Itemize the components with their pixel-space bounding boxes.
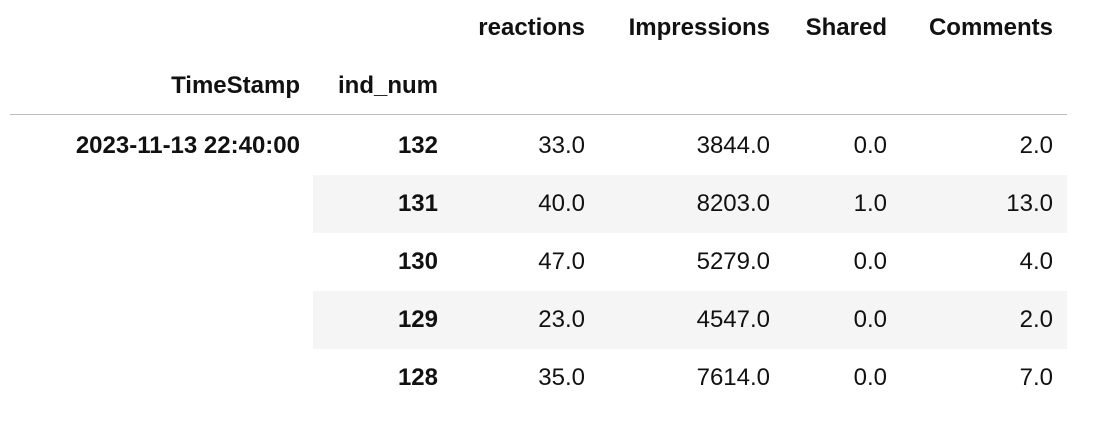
table-cell: 4547.0 (696, 306, 770, 333)
table-cell: 7614.0 (696, 364, 770, 391)
table-cell: 0.0 (853, 132, 887, 159)
row-stripe (313, 291, 1067, 349)
column-header: Comments (928, 14, 1053, 41)
index-name: TimeStamp (171, 72, 300, 99)
column-header: Impressions (628, 14, 770, 41)
table-cell: 7.0 (1019, 364, 1053, 391)
row-index: 130 (397, 248, 438, 275)
row-index: 129 (397, 306, 438, 333)
index-name: ind_num (338, 72, 438, 99)
table-cell: 3844.0 (696, 132, 770, 159)
timestamp-index: 2023-11-13 22:40:00 (75, 132, 300, 159)
row-index: 131 (397, 190, 438, 217)
table-cell: 1.0 (853, 190, 887, 217)
table-cell: 47.0 (538, 248, 585, 275)
table-cell: 0.0 (853, 364, 887, 391)
row-index: 132 (397, 132, 438, 159)
table-cell: 2.0 (1019, 132, 1053, 159)
table-cell: 0.0 (853, 306, 887, 333)
table-cell: 40.0 (538, 190, 585, 217)
header-rule (10, 114, 1067, 115)
table-cell: 33.0 (538, 132, 585, 159)
table-cell: 23.0 (538, 306, 585, 333)
table-cell: 0.0 (853, 248, 887, 275)
column-header: Shared (805, 14, 887, 41)
table-cell: 13.0 (1006, 190, 1053, 217)
column-header: reactions (478, 14, 585, 41)
table-cell: 35.0 (538, 364, 585, 391)
table-cell: 4.0 (1019, 248, 1053, 275)
table-cell: 2.0 (1019, 306, 1053, 333)
table-cell: 5279.0 (696, 248, 770, 275)
row-stripe (313, 175, 1067, 233)
row-index: 128 (397, 364, 438, 391)
table-cell: 8203.0 (696, 190, 770, 217)
